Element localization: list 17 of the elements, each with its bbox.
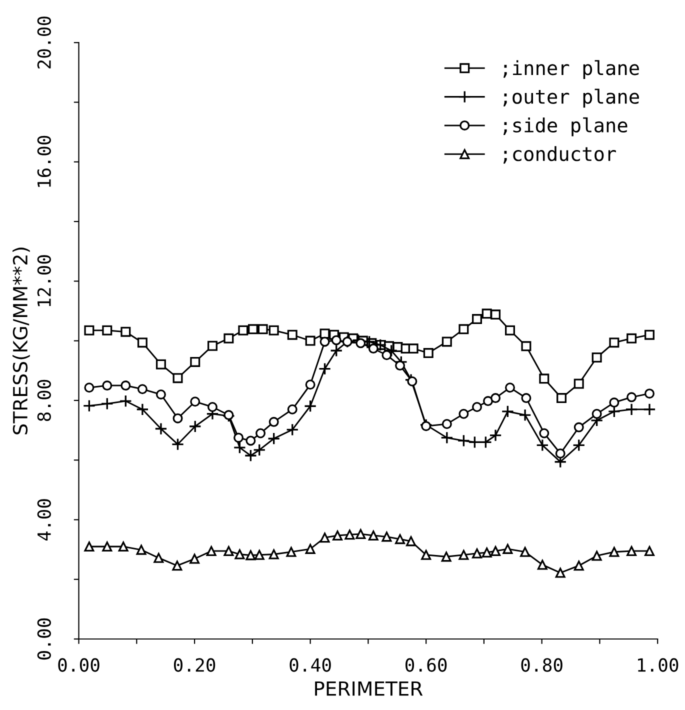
y-tick-label: 12.00: [37, 255, 51, 306]
y-tick-label: 8.00: [37, 380, 51, 422]
legend-label: ;inner plane: [503, 60, 639, 80]
x-tick-label: 0.20: [174, 658, 216, 672]
legend-label: ;side plane: [503, 117, 628, 136]
legend-label: ;outer plane: [503, 88, 639, 108]
x-tick-label: 0.00: [58, 658, 100, 672]
y-tick-label: 4.00: [37, 499, 51, 541]
x-tick-label: 0.40: [290, 658, 331, 672]
y-axis-title: STRESS(KG/MM**2): [12, 248, 30, 434]
x-tick-label: 0.60: [406, 658, 447, 672]
x-tick-label: 1.00: [638, 658, 678, 672]
x-tick-label: 0.80: [521, 658, 562, 672]
y-tick-label: 20.00: [37, 16, 51, 68]
y-tick-label: 16.00: [37, 136, 51, 187]
legend-label: ;conductor: [503, 146, 616, 164]
x-axis-title: PERIMETER: [315, 681, 423, 696]
